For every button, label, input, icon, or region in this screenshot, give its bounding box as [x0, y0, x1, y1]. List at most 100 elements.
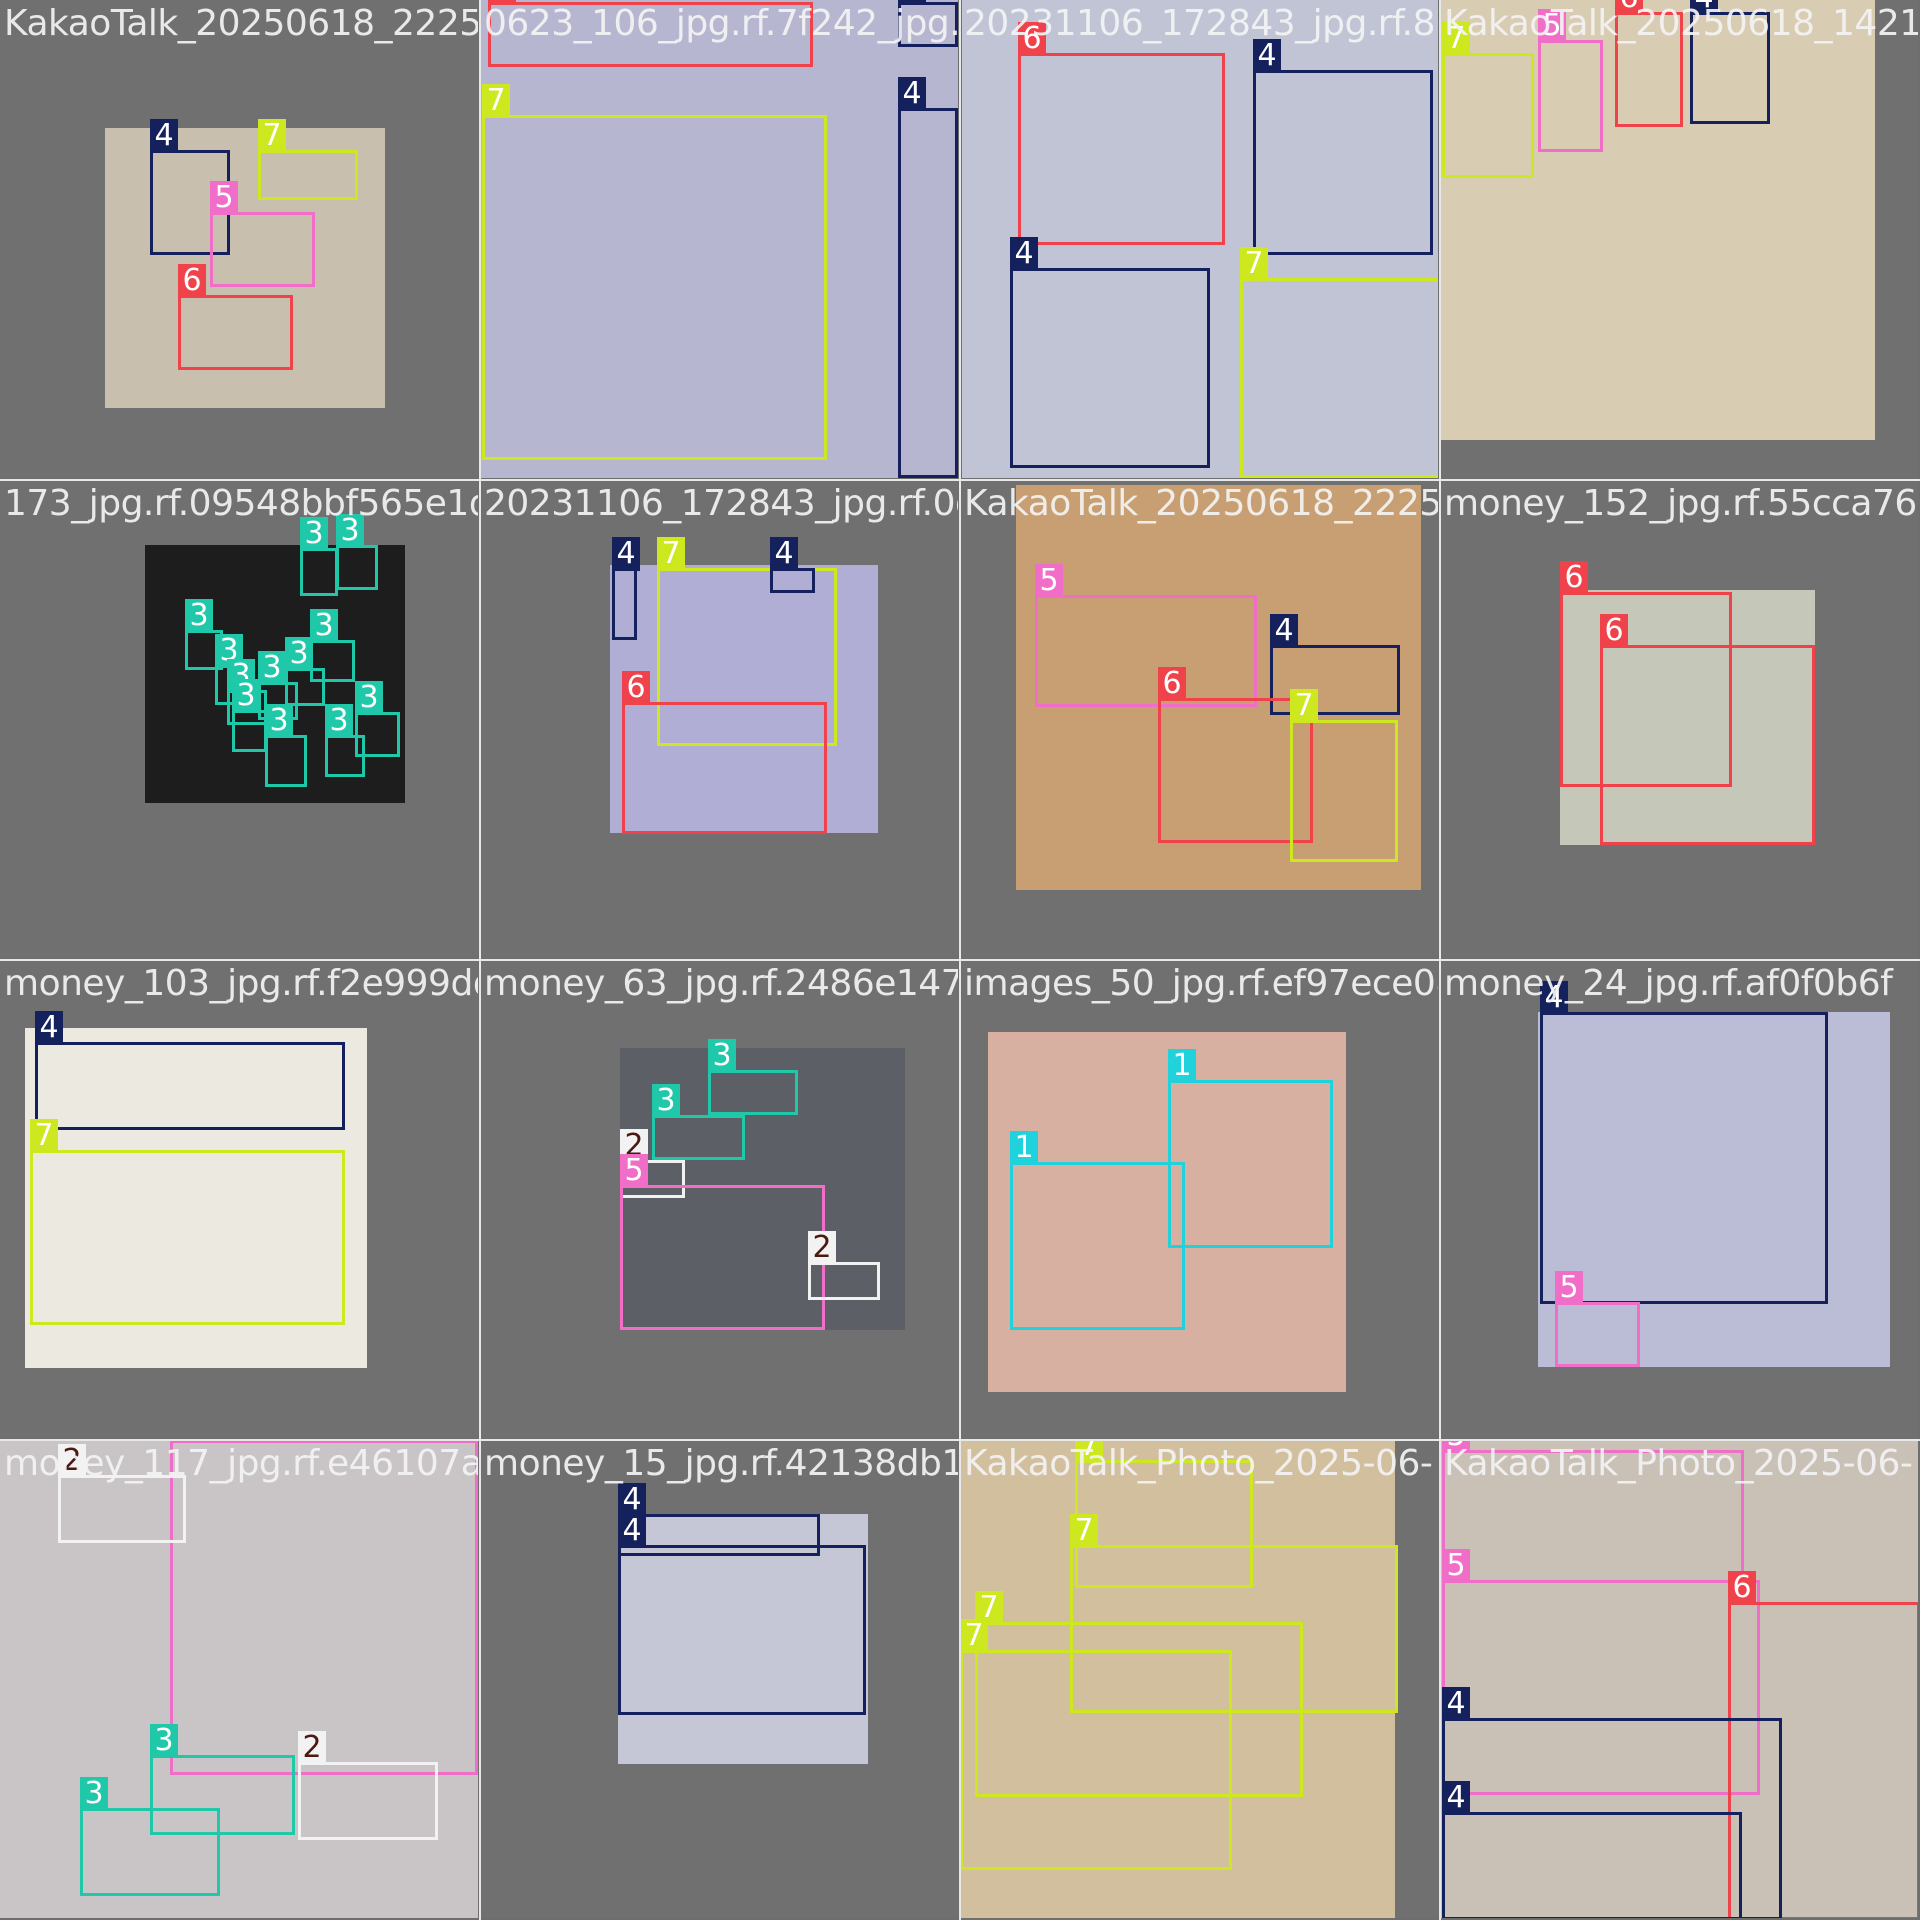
bounding-box: 7 — [1240, 278, 1438, 478]
bounding-box: 7 — [258, 150, 358, 200]
bounding-box: 4 — [1010, 268, 1210, 468]
bounding-box: 3 — [708, 1070, 798, 1115]
mosaic-tile: 0623_106_jpg.rf.7f242_jpg.rf.4.506 7 4 4 — [480, 0, 958, 478]
bounding-box: 3 — [232, 710, 267, 752]
class-label: 6 — [1560, 561, 1588, 595]
class-label: 3 — [150, 1724, 178, 1758]
bounding-box: 5 — [620, 1185, 825, 1330]
class-label: 7 — [1240, 247, 1268, 281]
image-filename: KakaoTalk_Photo_2025-06- — [964, 1442, 1432, 1486]
bounding-box: 7 — [1442, 53, 1534, 178]
bounding-box: 4 — [618, 1545, 866, 1715]
bounding-box: 5 — [1555, 1302, 1640, 1367]
bounding-box: 7 — [1290, 720, 1398, 862]
class-label: 4 — [1442, 1781, 1470, 1815]
grid-divider — [1439, 0, 1441, 1920]
class-label: 2 — [808, 1231, 836, 1265]
bounding-box: 1 — [1010, 1162, 1185, 1330]
bounding-box: 3 — [300, 548, 338, 596]
class-label: 3 — [185, 599, 213, 633]
bounding-box: 4 — [35, 1042, 345, 1130]
bounding-box: 3 — [265, 735, 307, 787]
class-label: 5 — [620, 1154, 648, 1188]
class-label: 7 — [960, 1619, 988, 1653]
class-label: 3 — [355, 681, 383, 715]
class-label: 4 — [898, 77, 926, 111]
bounding-box: 3 — [652, 1115, 745, 1160]
class-label: 1 — [1010, 1131, 1038, 1165]
mosaic-tile: KakaoTalk_Photo_2025-06- 7 7 7 7 — [960, 1440, 1438, 1918]
mosaic-tile: KakaoTalk_20250618_2225 4 7 5 6 — [0, 0, 478, 478]
class-label: 4 — [770, 537, 798, 571]
mosaic-tile: 20231106_172843_jpg.rf.8b 6 4 4 7 — [960, 0, 1438, 478]
class-label: 3 — [80, 1777, 108, 1811]
class-label: 6 — [1158, 667, 1186, 701]
image-filename: KakaoTalk_Photo_2025-06- — [1444, 1442, 1912, 1486]
bounding-box: 4 — [1540, 1012, 1828, 1304]
class-label: 4 — [35, 1011, 63, 1045]
class-label: 3 — [232, 679, 260, 713]
class-label: 4 — [150, 119, 178, 153]
class-label: 4 — [1270, 614, 1298, 648]
mosaic-tile: money_63_jpg.rf.2486e1476 3 3 2 5 2 — [480, 960, 958, 1438]
mosaic-tile: 20231106_172843_jpg.rf.0da 4 7 4 6 — [480, 480, 958, 958]
grid-divider — [0, 959, 1920, 961]
class-label: 7 — [657, 537, 685, 571]
bounding-box: 2 — [298, 1762, 438, 1840]
mosaic-tile: KakaoTalk_20250618_2225 5 4 6 7 — [960, 480, 1438, 958]
bounding-box: 7 — [482, 115, 827, 460]
class-label: 6 — [1728, 1571, 1756, 1605]
bounding-box: 2 — [808, 1262, 880, 1300]
class-label: 3 — [285, 637, 313, 671]
bounding-box: 6 — [178, 295, 293, 370]
image-filename: 20231106_172843_jpg.rf.8b — [964, 2, 1438, 46]
class-label: 5 — [1442, 1549, 1470, 1583]
bounding-box: 4 — [1253, 70, 1433, 255]
image-filename: money_103_jpg.rf.f2e999dd9 — [4, 962, 478, 1006]
bounding-box: 4 — [1442, 1812, 1742, 1918]
image-filename: money_15_jpg.rf.42138db1 — [484, 1442, 958, 1486]
class-label: 1 — [1168, 1049, 1196, 1083]
bounding-box: 5 — [1035, 595, 1257, 707]
class-label: 5 — [1035, 564, 1063, 598]
class-label: 2 — [298, 1731, 326, 1765]
class-label: 3 — [258, 651, 286, 685]
class-label: 7 — [30, 1119, 58, 1153]
bounding-box: 4 — [770, 568, 815, 593]
class-label: 6 — [1600, 614, 1628, 648]
class-label: 7 — [482, 84, 510, 118]
image-filename: money_24_jpg.rf.af0f0b6f — [1444, 962, 1892, 1006]
bounding-box: 5 — [1538, 40, 1603, 152]
bounding-box: 3 — [336, 545, 378, 590]
mosaic-tile: money_152_jpg.rf.55cca76c 6 6 — [1440, 480, 1918, 958]
class-label: 4 — [1010, 237, 1038, 271]
image-filename: KakaoTalk_20250618_1421 — [1444, 2, 1918, 46]
class-label: 4 — [612, 537, 640, 571]
image-filename: 20231106_172843_jpg.rf.0da — [484, 482, 958, 526]
class-label: 7 — [1070, 1514, 1098, 1548]
mosaic-tile: money_24_jpg.rf.af0f0b6f 4 5 — [1440, 960, 1918, 1438]
class-label: 5 — [1555, 1271, 1583, 1305]
class-label: 3 — [265, 704, 293, 738]
mosaic-tile: money_15_jpg.rf.42138db1 4 4 — [480, 1440, 958, 1918]
class-label: 3 — [325, 704, 353, 738]
bounding-box: 3 — [285, 668, 325, 706]
image-filename: images_50_jpg.rf.ef97ece08 — [964, 962, 1438, 1006]
bounding-box: 5 — [210, 212, 315, 287]
image-filename: 0623_106_jpg.rf.7f242_jpg.rf.4.50 — [484, 2, 958, 46]
bounding-box: 1 — [1168, 1080, 1333, 1248]
class-label: 4 — [618, 1514, 646, 1548]
image-filename: money_117_jpg.rf.e46107a — [4, 1442, 478, 1486]
class-label: 3 — [708, 1039, 736, 1073]
bounding-box: 3 — [80, 1808, 220, 1896]
mosaic-tile: money_103_jpg.rf.f2e999dd9 4 7 — [0, 960, 478, 1438]
class-label: 6 — [178, 264, 206, 298]
class-label: 6 — [622, 671, 650, 705]
image-filename: money_152_jpg.rf.55cca76c — [1444, 482, 1918, 526]
class-label: 7 — [258, 119, 286, 153]
bounding-box: 7 — [30, 1150, 345, 1325]
image-filename: 173_jpg.rf.09548bbf565e1d9 — [4, 482, 478, 526]
class-label: 3 — [310, 609, 338, 643]
